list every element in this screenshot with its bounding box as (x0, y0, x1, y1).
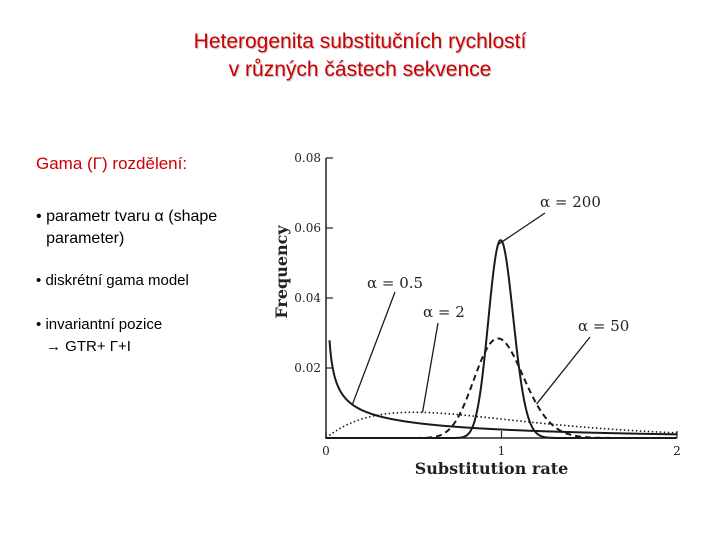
annotation-label: α = 2 (423, 303, 465, 321)
axes: 0.02 0.04 0.06 0.08 0 1 2 Substitution rate Freq… (272, 151, 681, 478)
annotation-label: α = 0.5 (367, 274, 423, 292)
annotation-leader (536, 336, 591, 405)
annotation-leader (421, 322, 439, 413)
y-tick-label: 0.08 (294, 151, 321, 165)
bullet-text: diskrétní gama model (45, 272, 189, 289)
curves (325, 239, 678, 439)
x-tick-label: 1 (498, 444, 506, 458)
y-tick-label: 0.04 (294, 291, 321, 305)
bullet-invariant-sites: • invariantní pozice → GTR+ Γ+I (36, 314, 162, 358)
title-line-2: v různých částech sekvence (228, 58, 492, 81)
bullet-text: parametr tvaru α (shape parameter) (46, 208, 218, 247)
x-tick-label: 2 (673, 444, 681, 458)
series-line-2 (326, 337, 677, 439)
annotations: α = 200 α = 0.5α = 2 α = 50 (351, 193, 629, 413)
bullet-marker: • (36, 272, 42, 289)
annotation-label: α = 200 (540, 193, 601, 211)
bullet-text: invariantní pozice (45, 316, 163, 333)
series-line-0 (328, 340, 678, 436)
arrow-icon: → (46, 338, 61, 355)
y-tick-label: 0.06 (294, 221, 321, 235)
y-tick-label: 0.02 (294, 361, 321, 375)
bullet-shape-parameter: • parametr tvaru α (shape parameter) (36, 206, 251, 250)
gamma-heading: Gama (Γ) rozdělení: (36, 154, 188, 173)
series-line-1 (325, 411, 677, 439)
bullet-marker: • (36, 316, 42, 333)
model-text: GTR+ Γ+I (65, 338, 131, 355)
annotation-leader (351, 291, 396, 405)
x-axis-title: Substitution rate (415, 459, 569, 478)
sub-line: → GTR+ Γ+I (36, 338, 131, 355)
y-axis-title: Frequency (272, 225, 291, 319)
annotation-label: α = 50 (578, 317, 629, 335)
title-line-1: Heterogenita substitučních rychlostí (193, 30, 527, 53)
series-line-3 (326, 239, 677, 439)
bullet-marker: • (36, 208, 42, 225)
bullet-discrete-gamma: • diskrétní gama model (36, 270, 189, 292)
annotation-leader (497, 212, 546, 246)
slide-title: Heterogenita substitučních rychlostí v r… (0, 28, 720, 84)
x-tick-label: 0 (322, 444, 330, 458)
